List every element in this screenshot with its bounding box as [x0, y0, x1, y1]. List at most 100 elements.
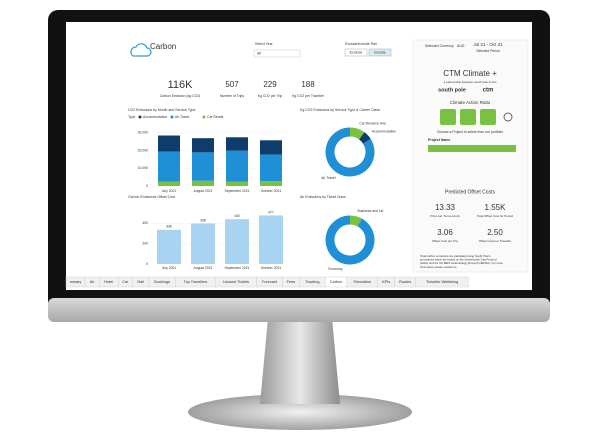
- cost-value: 13.33: [435, 203, 456, 212]
- choose-text: Choose a Project to select from our port…: [437, 130, 503, 134]
- date-range: Jul 21 - Oct 21: [473, 42, 503, 47]
- x-tick-label: July 2021: [162, 189, 177, 193]
- project-tile[interactable]: [480, 109, 496, 125]
- legend-label: Accommodation: [143, 115, 167, 119]
- y-tick-label: 20,000: [138, 148, 148, 152]
- right-panel: [412, 39, 529, 273]
- x-tick-label: September 2021: [224, 189, 249, 193]
- bar: [157, 229, 181, 264]
- cost-label: Total Offset Cost for Period: [477, 214, 513, 218]
- chart-title: Kg CO2 Emissions by Service Type & Carri…: [300, 108, 380, 112]
- tab-label: Routes: [399, 280, 411, 284]
- tab-label: Top Travellers: [184, 280, 208, 284]
- panel-subtitle: a partnership between south pole & ctm: [444, 80, 497, 84]
- donut-label: Economy: [328, 267, 342, 271]
- donut-segment: [349, 215, 362, 227]
- donut-segment: [325, 215, 375, 265]
- legend-label: Air Travel: [175, 115, 190, 119]
- tab-label: Tracking: [305, 280, 319, 284]
- kpi-label: Kg CO2 per Traveller: [292, 94, 325, 98]
- filter-dropdown[interactable]: [253, 49, 301, 58]
- logo: ctm: [483, 88, 494, 94]
- bar-segment: [192, 152, 214, 181]
- donut-label: Accommodation: [372, 129, 396, 133]
- footnote-line: procedures which are based on the Greenh…: [420, 257, 497, 261]
- tab-label: Car: [122, 280, 129, 284]
- page-title: Carbon: [150, 42, 176, 51]
- tab-label: Simulation: [353, 280, 371, 284]
- cost-value: 2.50: [487, 228, 503, 237]
- x-tick-label: September 2021: [224, 266, 249, 270]
- bar: [191, 223, 215, 264]
- bar-segment: [158, 135, 180, 152]
- toggle-button[interactable]: [368, 48, 392, 57]
- toggle-button-label: Exclude: [350, 50, 363, 54]
- currency-label: Selected Currency: [425, 44, 454, 48]
- kpi-value: 507: [225, 80, 239, 89]
- info-icon: [503, 112, 513, 122]
- cost-value: 1.55K: [485, 203, 507, 212]
- legend-swatch: [138, 115, 142, 119]
- tab-label: Traveller Wellbeing: [426, 280, 458, 284]
- project-bar: [428, 145, 516, 152]
- value-label: 477: [268, 210, 274, 214]
- value-label: 440: [234, 214, 240, 218]
- cloud-icon: [130, 43, 152, 57]
- footnote-line: (GHG) and the UK BEIS methodology (forme…: [420, 261, 503, 265]
- cost-value: 3.06: [437, 228, 453, 237]
- bar-segment: [226, 150, 248, 182]
- project-tile[interactable]: [440, 109, 456, 125]
- y-tick-label: 10,000: [138, 166, 148, 170]
- tab[interactable]: [415, 276, 469, 288]
- tab-label: Hotel: [104, 280, 113, 284]
- tab-label: Rail: [137, 280, 144, 284]
- project-label: Project Name: [428, 138, 450, 142]
- x-tick-label: October 2021: [261, 189, 282, 193]
- donut-segment: [358, 132, 371, 144]
- bar-segment: [260, 181, 282, 186]
- tab-label: Unused Tickets: [223, 280, 249, 284]
- toggle-button-label: Include: [374, 50, 386, 54]
- toggle-button[interactable]: [344, 48, 368, 57]
- cost-label: Offset Cost per Traveller: [479, 239, 511, 243]
- donut-segment: [349, 127, 365, 140]
- kpi-label: Number of Trips: [220, 94, 244, 98]
- chart-title: CO2 Emissions by Month and Service Type: [128, 108, 195, 112]
- tab-label: KPIs: [382, 280, 390, 284]
- tab-label: Air: [90, 280, 95, 284]
- project-tile[interactable]: [460, 109, 476, 125]
- legend-swatch: [170, 115, 174, 119]
- x-tick-label: August 2021: [193, 266, 212, 270]
- panel-title: CTM Climate +: [443, 69, 497, 78]
- bar-segment: [192, 180, 214, 186]
- footnote-line: Total carbon emissions are calculated us…: [420, 254, 491, 258]
- toggle-label: Exclude/Include Rail: [345, 42, 377, 46]
- y-tick-label: 200: [142, 242, 148, 246]
- donut-label: Air Travel: [321, 176, 336, 180]
- y-tick-label: 0: [146, 184, 148, 188]
- kpi-label: Kg CO2 per Trip: [258, 94, 283, 98]
- bar-segment: [158, 181, 180, 186]
- monitor-chin: [48, 298, 550, 322]
- chart-title: Air Emissions by Ticket Class: [300, 195, 346, 199]
- section-title: Climate Action Ratio: [450, 100, 491, 105]
- y-tick-label: 0: [146, 262, 148, 266]
- x-tick-label: August 2021: [193, 189, 212, 193]
- x-tick-label: October 2021: [261, 266, 282, 270]
- y-tick-label: 30,000: [138, 131, 148, 135]
- tab-label: Bookings: [154, 280, 170, 284]
- legend-label: Car Rental: [207, 115, 223, 119]
- bar-segment: [226, 137, 248, 151]
- donut-segment: [325, 127, 375, 177]
- tab-label: mmary: [70, 280, 82, 284]
- bar-segment: [260, 154, 282, 182]
- filter-label: Select Year: [255, 42, 274, 46]
- bar: [225, 219, 249, 264]
- stand-neck: [260, 318, 340, 404]
- bar-segment: [226, 181, 248, 186]
- donut-label: Car Rental & Hire: [359, 121, 386, 125]
- currency: AUD: [457, 44, 465, 48]
- legend-title: Type: [128, 115, 135, 119]
